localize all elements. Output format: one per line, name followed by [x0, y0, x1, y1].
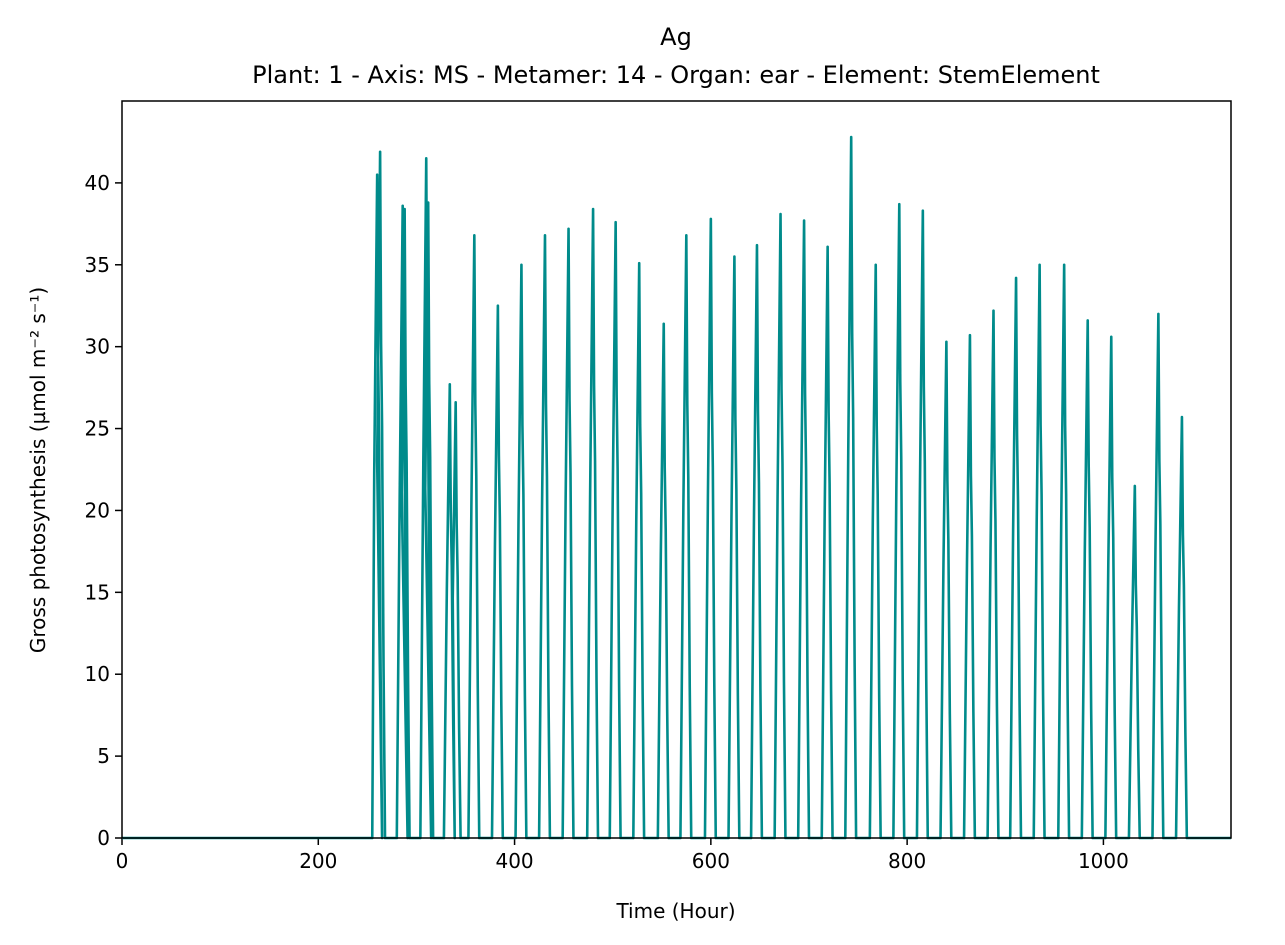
y-tick-label: 0	[97, 826, 110, 850]
plot-frame	[121, 100, 1232, 839]
x-tick-label: 400	[495, 849, 533, 873]
x-axis-ticks: 0 200 400 600 800 1000	[116, 838, 1129, 873]
x-axis-label: Time (Hour)	[615, 899, 735, 923]
y-tick-label: 35	[85, 253, 110, 277]
x-tick-label: 200	[299, 849, 337, 873]
chart-subtitle: Plant: 1 - Axis: MS - Metamer: 14 - Orga…	[252, 61, 1100, 89]
y-tick-label: 10	[85, 662, 110, 686]
y-tick-label: 40	[85, 171, 110, 195]
y-tick-label: 5	[97, 744, 110, 768]
plot-area: 0 200 400 600 800 1000 0 5 10 15 20 25 30 35 40	[85, 100, 1232, 873]
x-tick-label: 600	[692, 849, 730, 873]
y-tick-label: 30	[85, 335, 110, 359]
series-line	[122, 135, 1231, 840]
x-tick-label: 1000	[1078, 849, 1129, 873]
x-tick-label: 0	[116, 849, 129, 873]
y-tick-label: 15	[85, 580, 110, 604]
y-tick-label: 25	[85, 417, 110, 441]
y-axis-ticks: 0 5 10 15 20 25 30 35 40	[85, 171, 122, 850]
y-tick-label: 20	[85, 498, 110, 522]
x-tick-label: 800	[888, 849, 926, 873]
plot-background	[122, 101, 1231, 838]
chart-title: Ag	[660, 23, 692, 51]
y-axis-label: Gross photosynthesis (µmol m⁻² s⁻¹)	[26, 287, 50, 653]
